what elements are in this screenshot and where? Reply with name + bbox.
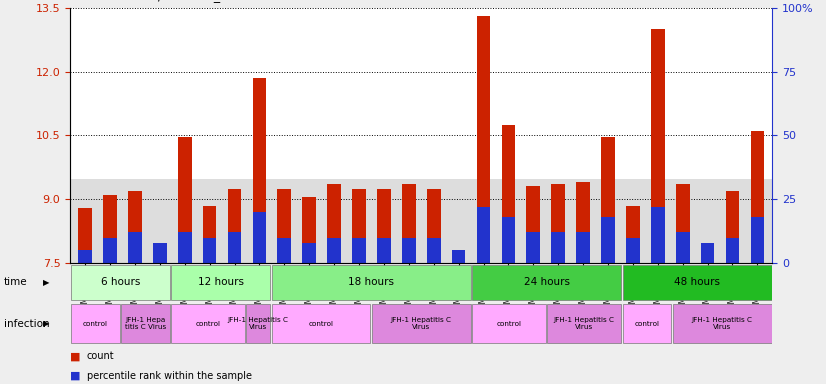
Text: GDS4160 / 235881_at: GDS4160 / 235881_at <box>95 0 233 2</box>
Bar <box>477 207 491 263</box>
Bar <box>402 184 415 263</box>
Bar <box>526 232 540 263</box>
Bar <box>372 304 471 343</box>
Text: ■: ■ <box>70 371 81 381</box>
Text: 24 hours: 24 hours <box>524 277 570 287</box>
Bar <box>71 265 170 300</box>
Text: infection: infection <box>4 318 50 329</box>
Bar <box>78 250 92 263</box>
Bar <box>228 189 241 263</box>
Bar <box>472 304 546 343</box>
Text: time: time <box>4 277 28 287</box>
Bar <box>601 137 615 263</box>
Bar <box>246 304 270 343</box>
Bar <box>452 250 466 263</box>
Bar <box>651 29 665 263</box>
Text: JFH-1 Hepatitis C
Virus: JFH-1 Hepatitis C Virus <box>391 317 452 330</box>
Bar <box>253 78 266 263</box>
Bar <box>178 232 192 263</box>
Bar <box>427 189 440 263</box>
Bar <box>352 237 366 263</box>
Text: 48 hours: 48 hours <box>674 277 720 287</box>
Bar <box>302 197 316 263</box>
Bar <box>626 205 639 263</box>
Bar <box>153 252 167 263</box>
Bar <box>477 16 491 263</box>
Bar <box>171 304 245 343</box>
Text: control: control <box>196 321 221 326</box>
Bar <box>700 243 714 263</box>
Bar <box>278 189 292 263</box>
Bar <box>725 237 739 263</box>
Bar <box>452 252 466 263</box>
Text: JFH-1 Hepatitis C
Virus: JFH-1 Hepatitis C Virus <box>691 317 752 330</box>
Bar <box>725 191 739 263</box>
Bar <box>526 186 540 263</box>
Bar <box>121 304 170 343</box>
Bar <box>751 217 764 263</box>
Text: control: control <box>83 321 107 326</box>
Text: ▶: ▶ <box>43 278 50 287</box>
Bar <box>302 243 316 263</box>
Bar <box>548 304 621 343</box>
Bar <box>551 184 565 263</box>
Bar <box>327 237 341 263</box>
Text: 6 hours: 6 hours <box>101 277 140 287</box>
Bar <box>751 131 764 263</box>
Text: control: control <box>634 321 659 326</box>
Bar <box>203 205 216 263</box>
Text: JFH-1 Hepatitis C
Virus: JFH-1 Hepatitis C Virus <box>228 317 289 330</box>
Bar <box>577 232 590 263</box>
Bar <box>676 232 690 263</box>
Bar <box>377 237 391 263</box>
Bar <box>626 237 639 263</box>
Bar <box>700 252 714 263</box>
Bar <box>551 232 565 263</box>
Bar <box>78 208 92 263</box>
Bar <box>153 243 167 263</box>
Bar <box>203 237 216 263</box>
Bar <box>601 217 615 263</box>
Bar <box>178 137 192 263</box>
Text: 18 hours: 18 hours <box>348 277 394 287</box>
Bar <box>672 304 771 343</box>
Bar <box>501 125 515 263</box>
Text: control: control <box>496 321 521 326</box>
Bar <box>352 189 366 263</box>
Bar <box>577 182 590 263</box>
Bar <box>501 217 515 263</box>
Text: JFH-1 Hepa
titis C Virus: JFH-1 Hepa titis C Virus <box>125 317 166 330</box>
Bar <box>327 184 341 263</box>
Bar <box>472 265 621 300</box>
Bar <box>272 304 370 343</box>
Bar <box>651 207 665 263</box>
Bar <box>676 184 690 263</box>
Bar <box>103 195 117 263</box>
Bar <box>171 265 270 300</box>
Bar <box>623 265 771 300</box>
Text: 12 hours: 12 hours <box>197 277 244 287</box>
Bar <box>402 237 415 263</box>
Bar <box>70 179 772 263</box>
Bar <box>71 304 120 343</box>
Bar <box>128 191 142 263</box>
Text: ▶: ▶ <box>43 319 50 328</box>
Bar <box>253 212 266 263</box>
Bar <box>377 189 391 263</box>
Text: ■: ■ <box>70 351 81 361</box>
Bar <box>623 304 672 343</box>
Text: count: count <box>87 351 114 361</box>
Bar <box>278 237 292 263</box>
Bar <box>228 232 241 263</box>
Text: percentile rank within the sample: percentile rank within the sample <box>87 371 252 381</box>
Text: control: control <box>308 321 334 326</box>
Bar <box>272 265 471 300</box>
Bar <box>103 237 117 263</box>
Bar <box>427 237 440 263</box>
Text: JFH-1 Hepatitis C
Virus: JFH-1 Hepatitis C Virus <box>553 317 615 330</box>
Bar <box>128 232 142 263</box>
